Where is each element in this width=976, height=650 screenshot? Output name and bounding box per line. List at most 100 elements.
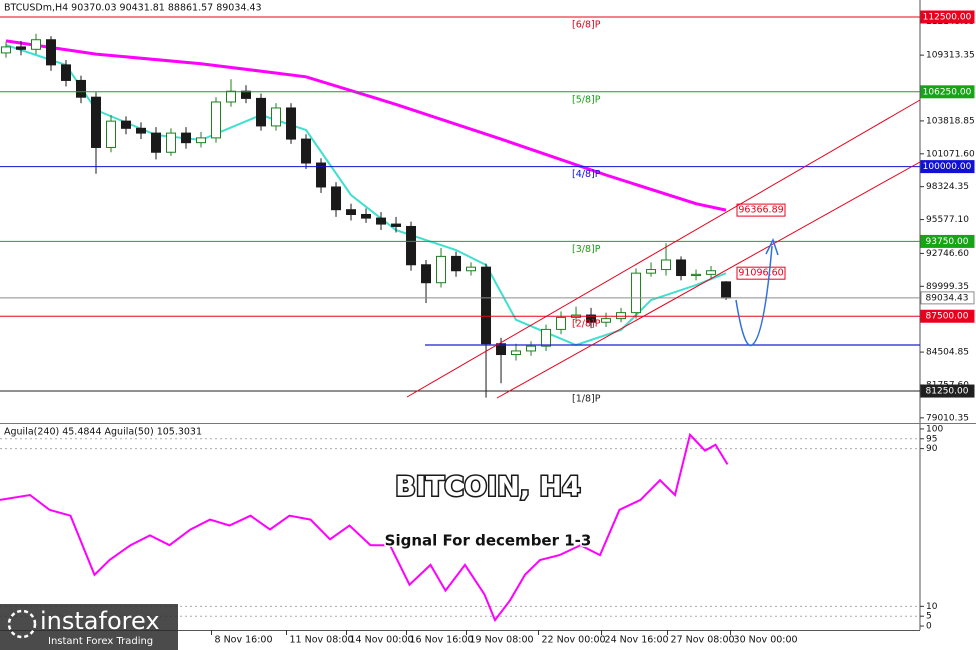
- level-text: [5/8]P: [572, 94, 601, 105]
- y-tick-label: 79010.35: [926, 413, 969, 423]
- candle-body: [496, 343, 507, 356]
- candle-body: [616, 312, 627, 320]
- candle-body: [76, 79, 87, 98]
- y-tick-label: 100: [926, 424, 943, 434]
- candle-body: [631, 272, 642, 314]
- logo-brand: instaforex: [40, 607, 160, 635]
- candle-body: [331, 186, 342, 211]
- y-tick-label: 92746.60: [926, 249, 969, 259]
- x-tick-label: 16 Nov 16:00: [410, 635, 474, 646]
- overlay: BITCOIN, H4 Signal For december 1-3 inst…: [0, 99, 921, 650]
- x-tick-label: 14 Nov 00:00: [350, 635, 414, 646]
- candle-body: [376, 217, 387, 225]
- x-tick-label: 30 Nov 00:00: [734, 635, 798, 646]
- last-price-label: 89034.43: [926, 293, 969, 303]
- candle-body: [136, 127, 147, 134]
- level-price-box: [920, 309, 975, 323]
- candle-body: [466, 266, 477, 272]
- forecast-arrow: [735, 245, 773, 347]
- candle-body: [106, 120, 117, 148]
- y-tick-label: 90: [926, 444, 938, 454]
- candle-body: [31, 39, 42, 50]
- y-tick-label: 101071.60: [926, 149, 975, 159]
- level-price-label: 93750.00: [926, 237, 969, 247]
- level-price-box: [920, 85, 975, 99]
- candle-body: [271, 107, 282, 127]
- candle-body: [286, 107, 297, 140]
- y-tick-label: 84504.85: [926, 348, 969, 358]
- candle-body: [181, 132, 192, 144]
- candle-body: [646, 269, 657, 274]
- x-tick-label: 22 Nov 00:00: [542, 635, 606, 646]
- level-price-box: [920, 160, 975, 174]
- candle-body: [241, 90, 252, 99]
- y-tick-label: 89999.35: [926, 282, 969, 292]
- level-price-box: [920, 10, 975, 24]
- ma-tag-label: 96366.89: [738, 205, 783, 216]
- indicator-title: Aguila(240) 45.4844 Aguila(50) 105.3031: [4, 427, 202, 438]
- candle-body: [421, 264, 432, 284]
- candle-body: [151, 132, 162, 153]
- x-tick-label: 24 Nov 16:00: [605, 635, 669, 646]
- x-tick-label: 19 Nov 08:00: [470, 635, 534, 646]
- channel-lower: [496, 161, 921, 399]
- level-price-label: 87500.00: [926, 312, 969, 322]
- y-tick-label: 109313.35: [926, 51, 975, 61]
- candle-body: [586, 314, 597, 323]
- channel-upper: [406, 99, 921, 398]
- candle-body: [676, 259, 687, 277]
- moving-average: [5, 39, 727, 212]
- level-text: [2/8]P: [572, 319, 601, 330]
- y-tick-label: 5: [926, 612, 932, 622]
- ma-tag-box: [736, 203, 786, 217]
- indicator-line: [0, 432, 729, 623]
- candle-body: [361, 213, 372, 219]
- logo-icon: [7, 609, 37, 639]
- candle-body: [526, 345, 537, 352]
- y-tick-label: 0: [926, 622, 932, 632]
- level-price-box: [920, 234, 975, 248]
- x-tick-label: 8 Nov 16:00: [215, 635, 273, 646]
- y-tick-label: 103818.85: [926, 116, 975, 126]
- y-tick-label: 95: [926, 434, 937, 444]
- level-price-label: 112500.00: [923, 12, 972, 22]
- logo-background: [0, 604, 178, 650]
- last-price-box: [920, 291, 975, 305]
- candle-body: [691, 273, 702, 277]
- logo-tagline: Instant Forex Trading: [48, 636, 153, 647]
- y-tick-label: 95577.10: [926, 215, 969, 225]
- candle-body: [541, 328, 552, 347]
- candle-body: [91, 96, 102, 148]
- signal-text: Signal For december 1-3: [385, 532, 592, 550]
- candle-body: [601, 318, 612, 323]
- level-price-label: 106250.00: [923, 87, 972, 97]
- candle-body: [121, 120, 132, 129]
- level-text: [6/8]P: [572, 19, 601, 30]
- candle-body: [256, 97, 267, 127]
- candle-body: [196, 137, 207, 144]
- level-text: [1/8]P: [572, 394, 601, 405]
- candle-body: [481, 266, 492, 345]
- candle-body: [511, 350, 522, 356]
- candle-body: [451, 255, 462, 272]
- candle-body: [166, 132, 177, 153]
- arrow-head: [765, 238, 779, 256]
- level-price-label: 81250.00: [926, 387, 969, 397]
- chart-title: BTCUSDm,H4 90370.03 90431.81 88861.57 89…: [4, 3, 262, 14]
- candle-body: [61, 64, 72, 81]
- candle-body: [346, 209, 357, 215]
- level-price-label: 100000.00: [923, 162, 972, 172]
- candle-body: [316, 162, 327, 188]
- level-price-box: [920, 384, 975, 398]
- candle-body: [406, 225, 417, 266]
- candle-body: [436, 255, 447, 284]
- candle-body: [1, 46, 12, 54]
- candle-body: [211, 101, 222, 139]
- level-text: [4/8]P: [572, 169, 601, 180]
- candle-body: [721, 281, 732, 299]
- ma-tag-label: 91096.60: [738, 268, 783, 279]
- candle-body: [226, 90, 237, 103]
- y-tick-label: 10: [926, 602, 938, 612]
- candle-body: [706, 270, 717, 275]
